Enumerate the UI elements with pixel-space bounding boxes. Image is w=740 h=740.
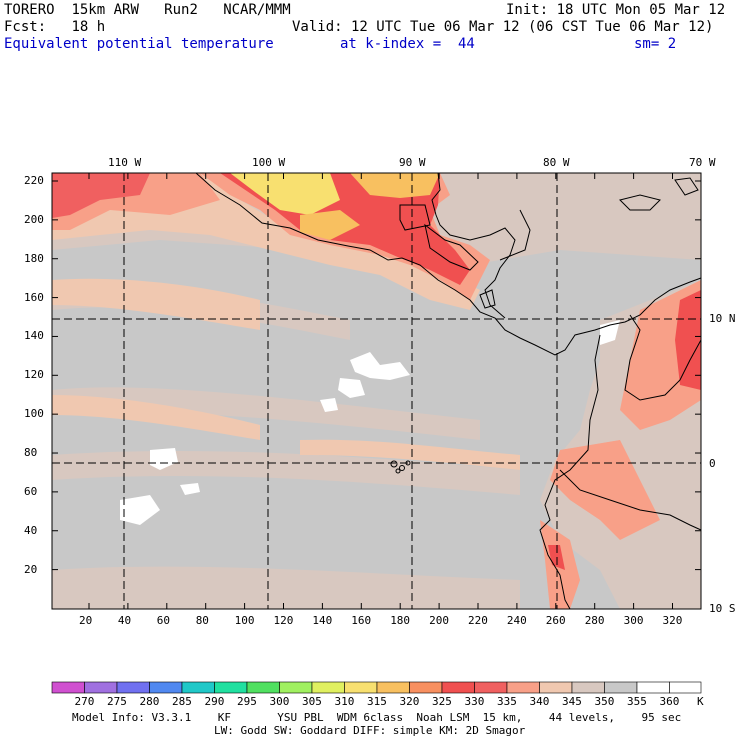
x-tick-label: 100 [234, 614, 255, 627]
x-tick-label: 280 [584, 614, 605, 627]
legend-value-label: 325 [432, 695, 452, 708]
legend-value-label: 270 [74, 695, 95, 708]
footer-model-info: Model Info: V3.3.1 KF YSU PBL WDM 6class… [72, 711, 682, 724]
header-level: at k-index = 44 [340, 36, 475, 52]
legend-swatch [246, 681, 280, 694]
legend-swatch [604, 681, 638, 694]
legend-swatch [409, 681, 443, 694]
x-tick-label: 120 [273, 614, 294, 627]
header-forecast: Fcst: 18 h [4, 19, 106, 35]
lon-label-110w: 110 W [108, 156, 142, 169]
legend-swatch [181, 681, 215, 694]
x-tick-label: 20 [79, 614, 93, 627]
legend-swatch [571, 681, 605, 694]
lat-label-10s: 10 S [709, 602, 736, 615]
legend-value-label: 290 [204, 695, 225, 708]
legend-swatch [376, 681, 410, 694]
header-smooth: sm= 2 [634, 36, 677, 52]
legend-swatch [636, 681, 670, 694]
x-tick-label: 80 [195, 614, 209, 627]
legend-value-label: 315 [367, 695, 387, 708]
y-tick-label: 180 [24, 251, 44, 265]
legend-swatch [279, 681, 313, 694]
x-tick-label: 240 [506, 614, 527, 627]
lon-label-80w: 80 W [543, 156, 570, 169]
legend-swatch [311, 681, 345, 694]
warm-zones [52, 173, 490, 310]
y-tick-label: 160 [24, 290, 44, 304]
x-tick-label: 140 [312, 614, 333, 627]
legend-value-label: 335 [497, 695, 517, 708]
lat-lon-grid [52, 173, 701, 609]
legend-value-label: 345 [562, 695, 582, 708]
legend-swatch [149, 681, 183, 694]
lon-label-90w: 90 W [399, 156, 426, 169]
header-model: TORERO 15km ARW Run2 NCAR/MMM [4, 2, 291, 18]
lon-label-70w: 70 W [689, 156, 716, 169]
y-tick-label: 120 [24, 368, 44, 382]
y-tick-label: 100 [24, 407, 44, 421]
legend-value-label: 350 [594, 695, 615, 708]
x-tick-label: 60 [156, 614, 171, 627]
y-tick-label: 40 [24, 523, 38, 537]
legend-swatch [84, 681, 118, 694]
legend-value-label: 340 [529, 695, 550, 708]
legend-swatch [474, 681, 508, 694]
x-tick-label: 200 [429, 614, 449, 627]
x-tick-label: 320 [662, 614, 683, 627]
x-tick-label: 40 [117, 614, 132, 627]
coastlines [195, 172, 702, 610]
legend-value-label: 305 [302, 695, 322, 708]
x-tick-label: 260 [545, 614, 566, 627]
legend-value-label: 285 [172, 695, 192, 708]
lat-label-0: 0 [709, 457, 716, 470]
y-tick-label: 20 [24, 562, 38, 576]
x-tick-label: 300 [623, 614, 644, 627]
header-valid: Valid: 12 UTC Tue 06 Mar 12 (06 CST Tue … [292, 19, 714, 35]
x-tick-label: 180 [390, 614, 411, 627]
y-tick-label: 220 [24, 174, 44, 187]
legend-value-label: 330 [464, 695, 485, 708]
lon-label-100w: 100 W [252, 156, 286, 169]
legend-swatch [441, 681, 475, 694]
legend-swatch [214, 681, 248, 694]
header-init: Init: 18 UTC Mon 05 Mar 12 [506, 2, 726, 18]
legend-swatch [51, 681, 85, 694]
y-tick-label: 200 [24, 212, 44, 226]
legend-value-label: 280 [139, 695, 160, 708]
legend-swatch [506, 681, 540, 694]
legend-swatch [116, 681, 150, 694]
legend-value-label: 295 [237, 695, 257, 708]
ocean-white-patches [120, 352, 410, 525]
legend-swatch [669, 681, 702, 694]
legend-value-label: 360 [659, 695, 680, 708]
y-tick-label: 80 [24, 446, 38, 460]
lat-label-10n: 10 N [709, 312, 736, 325]
south-america-warm [540, 280, 701, 609]
legend-swatch [344, 681, 378, 694]
map-frame [51, 172, 702, 610]
footer-physics-info: LW: Godd SW: Goddard DIFF: simple KM: 2D… [214, 724, 526, 737]
y-tick-label: 60 [24, 484, 38, 498]
legend-unit: K [697, 695, 704, 708]
x-tick-label: 220 [468, 614, 488, 627]
legend-value-label: 300 [269, 695, 290, 708]
y-tick-label: 140 [24, 329, 44, 343]
legend-value-label: 275 [107, 695, 127, 708]
header-field: Equivalent potential temperature [4, 36, 274, 52]
legend-value-label: 310 [334, 695, 355, 708]
legend-value-label: 355 [627, 695, 647, 708]
x-tick-label: 160 [351, 614, 372, 627]
legend-value-label: 320 [399, 695, 420, 708]
axis-ticks [52, 173, 701, 609]
legend-swatch [539, 681, 573, 694]
galapagos-islands [390, 460, 411, 474]
